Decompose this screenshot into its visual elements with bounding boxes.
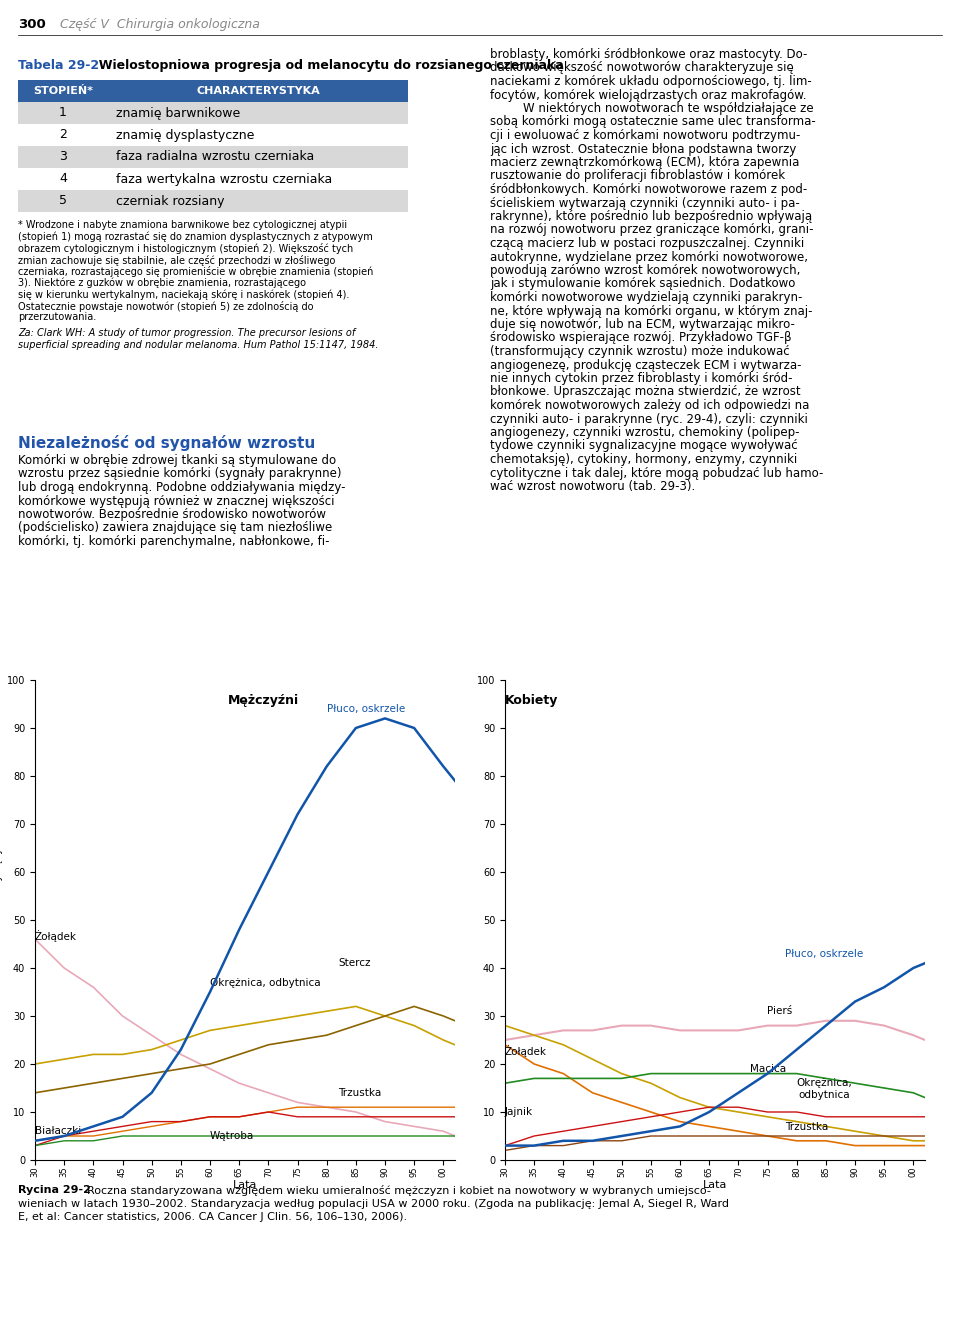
Text: Okrężnica,
odbytnica: Okrężnica, odbytnica <box>797 1079 852 1100</box>
Text: zmian zachowuje się stabilnie, ale część przechodzi w złośliwego: zmian zachowuje się stabilnie, ale część… <box>18 255 335 265</box>
Text: rakrynne), które pośrednio lub bezpośrednio wpływają: rakrynne), które pośrednio lub bezpośred… <box>490 210 812 223</box>
Text: 3: 3 <box>60 150 67 164</box>
Text: Kobiety: Kobiety <box>505 694 559 707</box>
Text: 3). Niektóre z guzków w obrębie znamienia, rozrastającego: 3). Niektóre z guzków w obrębie znamieni… <box>18 277 306 288</box>
X-axis label: Lata: Lata <box>703 1179 727 1190</box>
Bar <box>18 102 408 124</box>
Text: Żołądek: Żołądek <box>35 930 77 942</box>
Text: przerzutowania.: przerzutowania. <box>18 313 96 322</box>
Text: 300: 300 <box>18 18 46 32</box>
Text: 2: 2 <box>60 128 67 141</box>
Text: W niektórych nowotworach te współdziałające ze: W niektórych nowotworach te współdziałaj… <box>508 102 814 115</box>
Text: CHARAKTERYSTYKA: CHARAKTERYSTYKA <box>196 86 320 96</box>
Text: Jajnik: Jajnik <box>505 1107 533 1117</box>
Text: 1: 1 <box>60 107 67 120</box>
Text: rusztowanie do proliferacji fibroblastów i komórek: rusztowanie do proliferacji fibroblastów… <box>490 170 785 182</box>
Text: Płuco, oskrzele: Płuco, oskrzele <box>326 704 405 714</box>
Text: wieniach w latach 1930–2002. Standaryzacja według populacji USA w 2000 roku. (Zg: wieniach w latach 1930–2002. Standaryzac… <box>18 1199 729 1208</box>
Text: ścieliskiem wytwarzają czynniki (czynniki auto- i pa-: ścieliskiem wytwarzają czynniki (czynnik… <box>490 197 800 210</box>
Text: Tabela 29-2: Tabela 29-2 <box>18 59 99 73</box>
Text: Niezależność od sygnałów wzrostu: Niezależność od sygnałów wzrostu <box>18 435 315 451</box>
Bar <box>18 190 408 212</box>
Text: superficial spreading and nodular melanoma. Hum Pathol 15:1147, 1984.: superficial spreading and nodular melano… <box>18 340 378 350</box>
Y-axis label: Umieralność na 100 tysięcy: Umieralność na 100 tysięcy <box>0 848 3 992</box>
Bar <box>18 168 408 190</box>
Text: Roczna standaryzowana względem wieku umieralność mężczyzn i kobiet na nowotwory : Roczna standaryzowana względem wieku umi… <box>80 1186 710 1196</box>
Text: Płuco, oskrzele: Płuco, oskrzele <box>785 948 863 959</box>
Text: powodują zarówno wzrost komórek nowotworowych,: powodują zarówno wzrost komórek nowotwor… <box>490 264 801 277</box>
Text: środowisko wspierające rozwój. Przykładowo TGF-β: środowisko wspierające rozwój. Przykłado… <box>490 331 792 344</box>
Text: komórki, tj. komórki parenchymalne, nabłonkowe, fi-: komórki, tj. komórki parenchymalne, nabł… <box>18 536 329 547</box>
Text: komórek nowotworowych zależy od ich odpowiedzi na: komórek nowotworowych zależy od ich odpo… <box>490 400 809 412</box>
Text: jąc ich wzrost. Ostatecznie błona podstawna tworzy: jąc ich wzrost. Ostatecznie błona podsta… <box>490 142 797 156</box>
Bar <box>18 146 408 168</box>
Text: duje się nowotwór, lub na ECM, wytwarzając mikro-: duje się nowotwór, lub na ECM, wytwarzaj… <box>490 318 795 331</box>
Text: komórki nowotworowe wydzielają czynniki parakryn-: komórki nowotworowe wydzielają czynniki … <box>490 291 803 303</box>
Text: sobą komórki mogą ostatecznie same ulec transforma-: sobą komórki mogą ostatecznie same ulec … <box>490 116 816 128</box>
Text: znamię dysplastyczne: znamię dysplastyczne <box>116 128 254 141</box>
Text: Komórki w obrębie zdrowej tkanki są stymulowane do: Komórki w obrębie zdrowej tkanki są stym… <box>18 454 336 467</box>
Text: cytolityczne i tak dalej, które mogą pobudzać lub hamo-: cytolityczne i tak dalej, które mogą pob… <box>490 467 824 480</box>
Text: Żołądek: Żołądek <box>505 1045 547 1057</box>
Text: angiogenezę, produkcję cząsteczek ECM i wytwarzа-: angiogenezę, produkcję cząsteczek ECM i … <box>490 359 802 372</box>
Text: cji i ewoluować z komórkami nowotworu podtrzymu-: cji i ewoluować z komórkami nowotworu po… <box>490 129 801 142</box>
Text: Wielostopniowa progresja od melanocytu do rozsianego czerniaka: Wielostopniowa progresja od melanocytu d… <box>90 59 564 73</box>
Text: Trzustka: Trzustka <box>785 1121 828 1132</box>
Text: czącą macierz lub w postaci rozpuszczalnej. Czynniki: czącą macierz lub w postaci rozpuszczaln… <box>490 237 804 251</box>
Text: Ostatecznie powstaje nowotwór (stopień 5) ze zdolnością do: Ostatecznie powstaje nowotwór (stopień 5… <box>18 301 314 311</box>
Text: (stopień 1) mogą rozrastać się do znamion dysplastycznych z atypowym: (stopień 1) mogą rozrastać się do znamio… <box>18 232 372 241</box>
Text: (transformujący czynnik wzrostu) może indukować: (transformujący czynnik wzrostu) może in… <box>490 346 790 357</box>
Text: datkowo większość nowotworów charakteryzuje się: datkowo większość nowotworów charakteryz… <box>490 62 794 74</box>
Text: nowotworów. Bezpośrednie środowisko nowotworów: nowotworów. Bezpośrednie środowisko nowo… <box>18 508 326 521</box>
Text: tydowe czynniki sygnalizacyjne mogące wywoływać: tydowe czynniki sygnalizacyjne mogące wy… <box>490 439 798 452</box>
Text: nie innych cytokin przez fibroblasty i komórki śród-: nie innych cytokin przez fibroblasty i k… <box>490 372 793 385</box>
Text: ne, które wpływają na komórki organu, w którym znaj-: ne, które wpływają na komórki organu, w … <box>490 305 812 318</box>
Text: znamię barwnikowe: znamię barwnikowe <box>116 107 240 120</box>
Text: wzrostu przez sąsiednie komórki (sygnały parakrynne): wzrostu przez sąsiednie komórki (sygnały… <box>18 467 342 480</box>
Bar <box>18 124 408 146</box>
Text: obrazem cytologicznym i histologicznym (stopień 2). Większość tych: obrazem cytologicznym i histologicznym (… <box>18 243 353 255</box>
Text: lub drogą endokrynną. Podobne oddziaływania między-: lub drogą endokrynną. Podobne oddziaływa… <box>18 481 346 495</box>
Text: 5: 5 <box>59 194 67 207</box>
Bar <box>18 80 408 102</box>
Text: chemotaksję), cytokiny, hormony, enzymy, czynniki: chemotaksję), cytokiny, hormony, enzymy,… <box>490 452 797 466</box>
Text: (podścielisko) zawiera znajdujące się tam niezłośliwe: (podścielisko) zawiera znajdujące się ta… <box>18 521 332 534</box>
Text: Białaczki: Białaczki <box>35 1126 82 1137</box>
Text: Okrężnica, odbytnica: Okrężnica, odbytnica <box>210 977 321 988</box>
Text: Część V  Chirurgia onkologiczna: Część V Chirurgia onkologiczna <box>60 18 260 32</box>
Text: Trzustka: Trzustka <box>338 1088 381 1097</box>
Text: wać wzrost nowotworu (tab. 29-3).: wać wzrost nowotworu (tab. 29-3). <box>490 480 695 493</box>
Text: angiogenezy, czynniki wzrostu, chemokiny (polipep-: angiogenezy, czynniki wzrostu, chemokiny… <box>490 426 800 439</box>
Text: faza radialna wzrostu czerniaka: faza radialna wzrostu czerniaka <box>116 150 314 164</box>
Text: 4: 4 <box>60 173 67 186</box>
Text: Macica: Macica <box>750 1064 786 1074</box>
Text: Mężczyźni: Mężczyźni <box>228 694 299 707</box>
Text: się w kierunku wertykalnym, naciekają skórę i naskórek (stopień 4).: się w kierunku wertykalnym, naciekają sk… <box>18 289 349 299</box>
Text: błonkowe. Upraszczając można stwierdzić, że wzrost: błonkowe. Upraszczając można stwierdzić,… <box>490 385 801 398</box>
Text: broblasty, komórki śródbłonkowe oraz mastocyty. Do-: broblasty, komórki śródbłonkowe oraz mas… <box>490 47 807 61</box>
X-axis label: Lata: Lata <box>233 1179 257 1190</box>
Text: Rycina 29-2: Rycina 29-2 <box>18 1186 91 1195</box>
Text: komórkowe występują również w znacznej większości: komórkowe występują również w znacznej w… <box>18 495 334 508</box>
Text: jak i stymulowanie komórek sąsiednich. Dodatkowo: jak i stymulowanie komórek sąsiednich. D… <box>490 277 796 290</box>
Text: faza wertykalna wzrostu czerniaka: faza wertykalna wzrostu czerniaka <box>116 173 332 186</box>
Text: czynniki auto- i parakrynne (ryc. 29-4), czyli: czynniki: czynniki auto- i parakrynne (ryc. 29-4),… <box>490 413 808 426</box>
Text: STOPIEŃ*: STOPIEŃ* <box>33 86 93 96</box>
Text: Za: Clark WH: A study of tumor progression. The precursor lesions of: Za: Clark WH: A study of tumor progressi… <box>18 328 355 339</box>
Text: Pierś: Pierś <box>767 1006 793 1017</box>
Text: Stercz: Stercz <box>338 959 371 968</box>
Text: focytów, komórek wielojądrzastych oraz makrofagów.: focytów, komórek wielojądrzastych oraz m… <box>490 88 806 102</box>
Text: E, et al: Cancer statistics, 2006. CA Cancer J Clin. 56, 106–130, 2006).: E, et al: Cancer statistics, 2006. CA Ca… <box>18 1212 407 1223</box>
Text: czerniaka, rozrastającego się promieniście w obrębie znamienia (stopień: czerniaka, rozrastającego się promieniśc… <box>18 266 373 277</box>
Text: Wątroba: Wątroba <box>210 1132 254 1141</box>
Text: naciekami z komórek układu odpornościowego, tj. lim-: naciekami z komórek układu odpornościowe… <box>490 75 812 88</box>
Text: czerniak rozsiany: czerniak rozsiany <box>116 194 225 207</box>
Text: na rozwój nowotworu przez graniczące komórki, grani-: na rozwój nowotworu przez graniczące kom… <box>490 223 813 236</box>
Text: śródbłonkowych. Komórki nowotworowe razem z pod-: śródbłonkowych. Komórki nowotworowe raze… <box>490 183 807 197</box>
Text: autokrynne, wydzielane przez komórki nowotworowe,: autokrynne, wydzielane przez komórki now… <box>490 251 808 264</box>
Text: * Wrodzone i nabyte znamiona barwnikowe bez cytologicznej atypii: * Wrodzone i nabyte znamiona barwnikowe … <box>18 220 348 230</box>
Text: macierz zewnątrzkomórkową (ECM), która zapewnia: macierz zewnątrzkomórkową (ECM), która z… <box>490 156 800 169</box>
